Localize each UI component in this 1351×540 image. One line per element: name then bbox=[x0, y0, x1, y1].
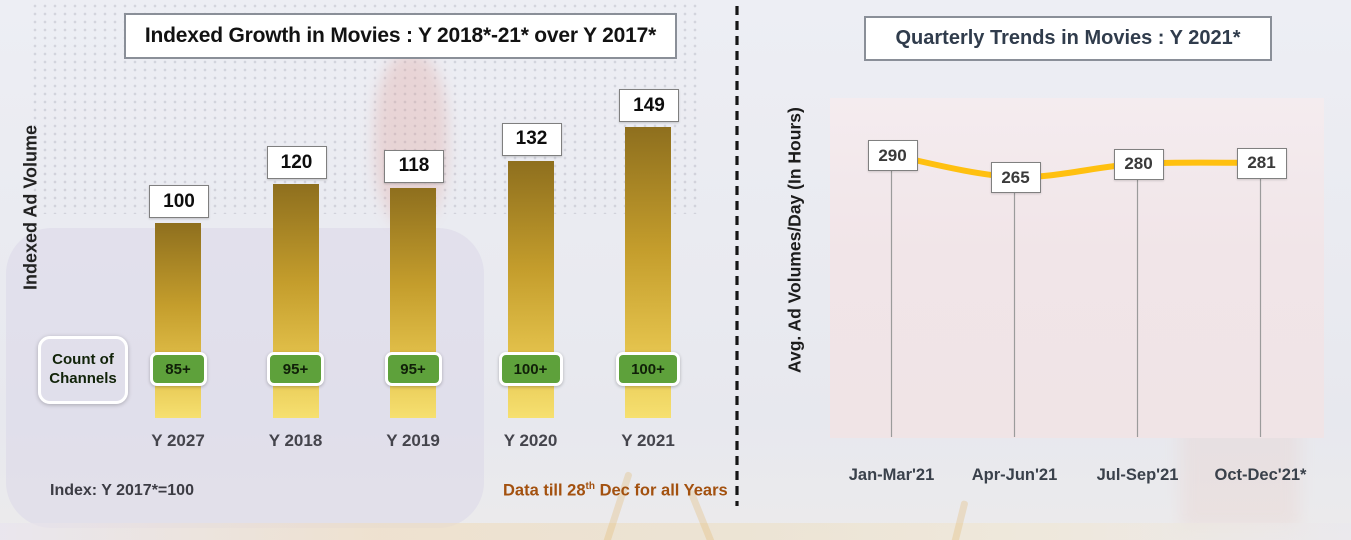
bar-value-label: 120 bbox=[266, 146, 327, 179]
index-footnote: Index: Y 2017*=100 bbox=[50, 482, 194, 499]
x-axis-label: Apr-Jun'21 bbox=[971, 466, 1058, 484]
legend-text-line2: Channels bbox=[49, 370, 117, 387]
x-axis-label: Y 2020 bbox=[503, 431, 558, 450]
bottom-band-decoration bbox=[0, 523, 1351, 540]
trend-line-svg bbox=[888, 152, 1264, 437]
footnote-superscript: th bbox=[585, 481, 595, 492]
footnote-suffix: Dec for all Years bbox=[595, 481, 728, 500]
point-value-label: 280 bbox=[1113, 148, 1164, 180]
data-coverage-footnote: Data till 28th Dec for all Years bbox=[503, 481, 728, 501]
legend-text-line1: Count of bbox=[52, 351, 114, 369]
point-value-label: 290 bbox=[867, 140, 918, 171]
bar-value-label: 149 bbox=[619, 89, 679, 123]
x-axis-label: Y 2027 bbox=[151, 431, 205, 450]
x-axis-label: Jan-Mar'21 bbox=[848, 466, 935, 484]
bar-value-label: 100 bbox=[149, 185, 209, 218]
trend-line bbox=[888, 152, 1264, 181]
channel-count-legend: Count of Channels bbox=[38, 336, 128, 404]
channel-count-badge: 95+ bbox=[267, 352, 324, 386]
x-axis-label: Oct-Dec'21* bbox=[1214, 466, 1307, 484]
background-tint bbox=[1180, 420, 1300, 530]
channel-count-badge: 100+ bbox=[498, 352, 563, 386]
x-axis-label: Y 2021 bbox=[621, 431, 675, 450]
point-value-label: 281 bbox=[1236, 147, 1287, 179]
footnote-prefix: Data till 28 bbox=[503, 481, 586, 500]
bar-value-label: 118 bbox=[384, 149, 444, 183]
x-axis-label: Y 2018 bbox=[268, 431, 323, 450]
x-axis-label: Jul-Sep'21 bbox=[1096, 466, 1179, 484]
left-chart-title: Indexed Growth in Movies : Y 2018*-21* o… bbox=[124, 13, 677, 59]
x-axis-label: Y 2019 bbox=[386, 431, 440, 450]
channel-count-badge: 100+ bbox=[616, 352, 680, 386]
section-divider-dashed-line bbox=[735, 6, 739, 506]
bar-value-label: 132 bbox=[501, 122, 562, 156]
channel-count-badge: 95+ bbox=[384, 352, 442, 386]
point-value-label: 265 bbox=[990, 162, 1041, 193]
channel-count-badge: 85+ bbox=[149, 352, 207, 386]
right-chart-title: Quarterly Trends in Movies : Y 2021* bbox=[864, 16, 1272, 61]
